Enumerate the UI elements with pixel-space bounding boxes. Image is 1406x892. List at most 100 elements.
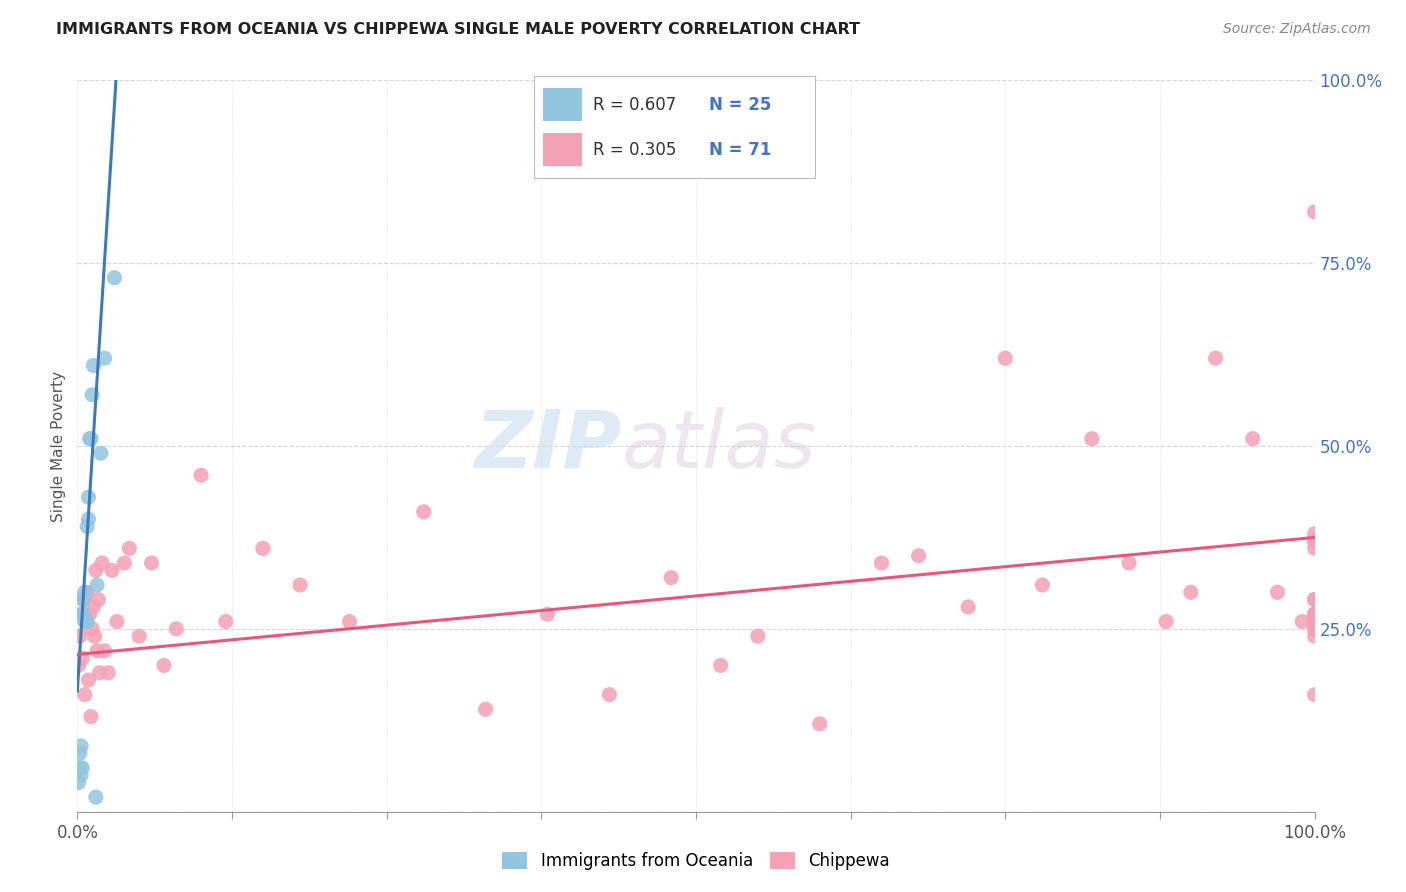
Point xyxy=(84,563,107,577)
Point xyxy=(80,709,103,723)
Point xyxy=(907,549,929,563)
Point xyxy=(1303,688,1326,702)
Point xyxy=(1118,556,1140,570)
Point xyxy=(1303,526,1326,541)
Point xyxy=(91,556,114,570)
Point xyxy=(1205,351,1227,366)
Point xyxy=(72,607,94,622)
Point xyxy=(474,702,496,716)
Point xyxy=(67,775,90,789)
Point xyxy=(97,665,120,680)
Point xyxy=(79,432,101,446)
Point xyxy=(112,556,135,570)
Point xyxy=(1031,578,1053,592)
Point xyxy=(659,571,682,585)
Point xyxy=(101,563,124,577)
Point xyxy=(72,651,94,665)
Point xyxy=(72,592,94,607)
Point xyxy=(1241,432,1264,446)
Point xyxy=(93,644,115,658)
Text: ZIP: ZIP xyxy=(474,407,621,485)
Text: N = 71: N = 71 xyxy=(709,141,770,159)
Point xyxy=(141,556,163,570)
Point xyxy=(82,622,104,636)
Point xyxy=(1303,629,1326,643)
Text: R = 0.305: R = 0.305 xyxy=(593,141,676,159)
Point xyxy=(69,629,91,643)
Point xyxy=(72,592,94,607)
Point xyxy=(710,658,733,673)
Text: atlas: atlas xyxy=(621,407,817,485)
Point xyxy=(82,599,104,614)
Point xyxy=(1081,432,1104,446)
Point xyxy=(598,688,620,702)
Point xyxy=(1303,534,1326,549)
Point xyxy=(69,746,91,760)
Point xyxy=(1303,615,1326,629)
Point xyxy=(76,519,98,533)
Point xyxy=(288,578,311,592)
Point xyxy=(77,673,100,687)
Point xyxy=(1303,592,1326,607)
Point xyxy=(73,615,96,629)
Point xyxy=(86,578,108,592)
Point xyxy=(89,665,111,680)
Point xyxy=(72,607,94,622)
Point xyxy=(1154,615,1177,629)
Bar xyxy=(543,88,582,121)
Point xyxy=(79,607,101,622)
Text: N = 25: N = 25 xyxy=(709,95,770,113)
Point xyxy=(808,717,831,731)
Point xyxy=(93,351,115,366)
Point xyxy=(747,629,769,643)
Point xyxy=(165,622,187,636)
Point xyxy=(1267,585,1289,599)
Point xyxy=(77,490,100,504)
Y-axis label: Single Male Poverty: Single Male Poverty xyxy=(51,370,66,522)
Point xyxy=(1180,585,1202,599)
Point xyxy=(994,351,1017,366)
Point xyxy=(87,592,110,607)
Point xyxy=(82,388,104,402)
Point xyxy=(75,615,97,629)
Point xyxy=(1303,622,1326,636)
Point xyxy=(67,658,90,673)
Point xyxy=(1291,615,1313,629)
Point xyxy=(73,585,96,599)
Point xyxy=(90,446,112,460)
Point xyxy=(1303,615,1326,629)
Point xyxy=(128,629,150,643)
Point xyxy=(80,432,103,446)
Point xyxy=(412,505,434,519)
Point xyxy=(83,629,105,643)
Point xyxy=(105,615,128,629)
Point xyxy=(84,790,107,805)
Point xyxy=(73,688,96,702)
Point xyxy=(1303,534,1326,549)
Point xyxy=(1303,607,1326,622)
Point xyxy=(103,270,125,285)
Point xyxy=(870,556,893,570)
Point xyxy=(1303,592,1326,607)
Point xyxy=(76,615,98,629)
Legend: Immigrants from Oceania, Chippewa: Immigrants from Oceania, Chippewa xyxy=(496,845,896,877)
Point xyxy=(77,512,100,526)
Point xyxy=(70,768,93,782)
Point xyxy=(1303,622,1326,636)
Point xyxy=(252,541,274,556)
Point xyxy=(1303,607,1326,622)
Point xyxy=(72,761,94,775)
Bar xyxy=(543,133,582,166)
Point xyxy=(70,607,93,622)
Text: Source: ZipAtlas.com: Source: ZipAtlas.com xyxy=(1223,22,1371,37)
Point xyxy=(69,761,91,775)
Text: IMMIGRANTS FROM OCEANIA VS CHIPPEWA SINGLE MALE POVERTY CORRELATION CHART: IMMIGRANTS FROM OCEANIA VS CHIPPEWA SING… xyxy=(56,22,860,37)
Point xyxy=(75,615,97,629)
Point xyxy=(76,585,98,599)
Point xyxy=(190,468,212,483)
Point xyxy=(1303,607,1326,622)
Point xyxy=(118,541,141,556)
Point xyxy=(339,615,361,629)
Point xyxy=(86,644,108,658)
Point xyxy=(1303,205,1326,219)
